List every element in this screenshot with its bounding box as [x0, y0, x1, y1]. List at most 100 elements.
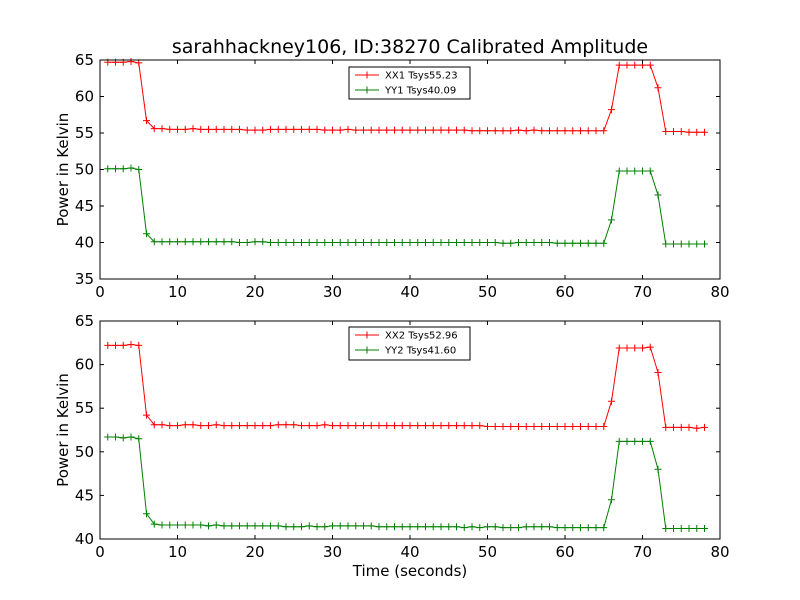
- series-2-1: [104, 341, 708, 432]
- data-point-marker: [189, 125, 197, 133]
- data-point-marker: [515, 126, 522, 134]
- data-point-marker: [104, 341, 112, 349]
- data-point-marker: [429, 422, 437, 430]
- data-point-marker: [484, 523, 491, 531]
- data-point-marker: [298, 239, 305, 246]
- data-point-marker: [677, 525, 685, 533]
- data-point-marker: [677, 240, 685, 248]
- data-point-marker: [166, 422, 174, 430]
- data-point-marker: [600, 127, 608, 135]
- data-point-marker: [499, 127, 507, 135]
- data-point-marker: [491, 423, 499, 431]
- legend-label: YY1 Tsys40.09: [384, 86, 456, 97]
- data-point-marker: [522, 523, 530, 531]
- data-point-marker: [406, 422, 414, 430]
- data-point-marker: [119, 165, 127, 173]
- data-point-marker: [197, 422, 205, 430]
- x-tick-label: 0: [95, 543, 105, 561]
- data-point-marker: [445, 523, 453, 531]
- data-point-marker: [639, 437, 646, 445]
- data-point-marker: [220, 238, 228, 246]
- data-point-marker: [383, 126, 391, 134]
- data-point-marker: [189, 238, 197, 246]
- data-point-marker: [305, 422, 313, 430]
- data-point-marker: [228, 125, 236, 133]
- data-point-marker: [453, 239, 460, 246]
- data-point-marker: [329, 126, 336, 134]
- data-point-marker: [546, 127, 553, 135]
- data-point-marker: [422, 422, 429, 430]
- data-point-marker: [631, 61, 639, 69]
- data-point-marker: [352, 522, 360, 530]
- data-point-marker: [251, 422, 259, 430]
- data-point-marker: [336, 126, 344, 134]
- y-tick-label: 50: [75, 443, 94, 461]
- data-point-marker: [367, 239, 375, 246]
- x-tick-label: 30: [323, 283, 342, 301]
- data-point-marker: [282, 125, 290, 133]
- data-point-marker: [391, 422, 398, 430]
- data-point-marker: [112, 433, 119, 441]
- data-point-marker: [158, 238, 166, 246]
- data-point-marker: [391, 523, 398, 531]
- data-point-marker: [615, 437, 623, 445]
- y-tick-label: 45: [75, 486, 94, 504]
- data-point-marker: [375, 523, 383, 531]
- data-point-marker: [367, 522, 375, 530]
- data-point-marker: [344, 239, 352, 246]
- data-point-marker: [127, 341, 135, 349]
- data-point-marker: [445, 422, 453, 430]
- data-point-marker: [584, 239, 592, 247]
- data-point-marker: [608, 106, 615, 114]
- y-tick-label: 55: [75, 124, 94, 142]
- data-point-marker: [631, 167, 639, 175]
- data-point-marker: [468, 523, 476, 531]
- data-point-marker: [305, 239, 313, 246]
- data-point-marker: [166, 521, 174, 529]
- x-tick-label: 20: [245, 543, 264, 561]
- data-point-marker: [305, 125, 313, 133]
- data-point-marker: [104, 165, 112, 173]
- data-point-marker: [197, 238, 205, 246]
- data-point-marker: [243, 126, 251, 134]
- data-point-marker: [367, 422, 375, 430]
- data-point-marker: [507, 524, 515, 532]
- data-point-marker: [220, 422, 228, 430]
- data-point-marker: [592, 127, 600, 135]
- data-point-marker: [143, 510, 150, 518]
- data-point-marker: [398, 523, 406, 531]
- data-point-marker: [251, 238, 259, 246]
- data-point-marker: [646, 343, 654, 351]
- data-point-marker: [398, 422, 406, 430]
- panel-1: 0 10 20 30 40 50 60 70 80 35 40 45 50 55 60 65 Power in …: [54, 51, 730, 301]
- data-point-marker: [236, 125, 243, 133]
- data-point-marker: [414, 422, 422, 430]
- data-point-marker: [127, 57, 135, 65]
- data-point-marker: [639, 344, 646, 352]
- data-point-marker: [189, 421, 197, 429]
- data-point-marker: [422, 523, 429, 531]
- legend-label: YY2 Tsys41.60: [384, 346, 456, 357]
- data-point-marker: [158, 421, 166, 429]
- legend-box: [348, 326, 471, 361]
- data-point-marker: [615, 61, 623, 69]
- data-point-marker: [282, 421, 290, 429]
- data-point-marker: [220, 125, 228, 133]
- data-point-marker: [336, 522, 344, 530]
- data-point-marker: [646, 61, 654, 69]
- data-point-marker: [290, 239, 298, 246]
- data-point-marker: [205, 522, 212, 530]
- data-point-marker: [398, 239, 406, 246]
- data-point-marker: [127, 433, 135, 441]
- data-point-marker: [608, 216, 615, 224]
- data-point-marker: [135, 59, 143, 67]
- data-point-marker: [460, 422, 468, 430]
- data-point-marker: [150, 238, 158, 246]
- data-point-marker: [259, 126, 267, 134]
- data-point-marker: [507, 239, 515, 247]
- data-point-marker: [236, 522, 243, 530]
- data-point-marker: [615, 167, 623, 175]
- data-point-marker: [484, 239, 491, 246]
- data-point-marker: [197, 521, 205, 529]
- data-point-marker: [181, 421, 189, 429]
